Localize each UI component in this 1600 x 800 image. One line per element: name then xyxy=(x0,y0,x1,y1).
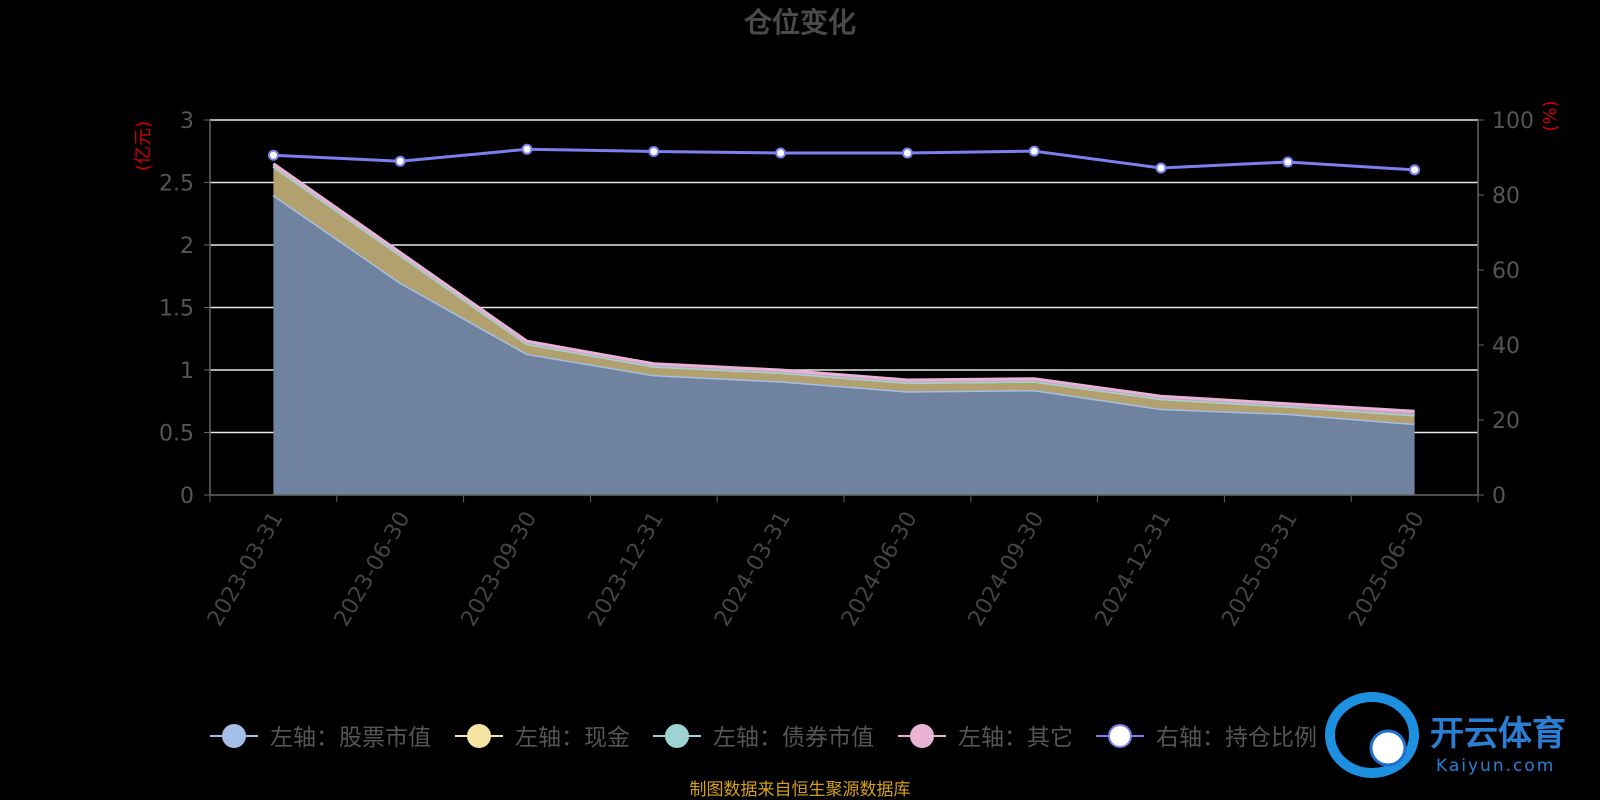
legend-marker xyxy=(222,724,246,748)
brand-name: 开云体育 xyxy=(1430,714,1566,754)
left-axis-tick-label: 1 xyxy=(180,359,194,384)
x-axis-tick-label: 2024-03-31 xyxy=(710,508,796,631)
data-source-note: 制图数据来自恒生聚源数据库 xyxy=(690,780,911,800)
holding-ratio-point xyxy=(267,149,279,161)
x-axis-tick-label: 2023-06-30 xyxy=(330,508,416,631)
legend-marker xyxy=(665,724,689,748)
x-axis-tick-label: 2023-12-31 xyxy=(583,508,669,631)
legend-marker xyxy=(910,724,934,748)
holding-ratio-point xyxy=(901,147,913,159)
holding-ratio-point xyxy=(1155,162,1167,174)
brand-watermark: 开云体育 Kaiyun.com xyxy=(1325,692,1566,778)
area-edge-line xyxy=(272,162,1415,413)
chart-title: 仓位变化 xyxy=(744,6,856,39)
left-axis-tick-label: 2 xyxy=(180,234,194,259)
legend-marker xyxy=(1108,724,1132,748)
holding-ratio-point xyxy=(775,147,787,159)
x-axis-tick-label: 2023-09-30 xyxy=(457,508,543,631)
area-左轴：股票市值 xyxy=(273,195,1415,495)
legend-label: 右轴：持仓比例 xyxy=(1156,725,1317,751)
right-axis-tick-label: 20 xyxy=(1492,409,1520,434)
x-axis-tick-label: 2024-06-30 xyxy=(837,508,923,631)
brand-logo-icon xyxy=(1325,692,1419,778)
right-axis-tick-label: 60 xyxy=(1492,259,1520,284)
x-axis-tick-label: 2025-03-31 xyxy=(1217,508,1303,631)
holding-ratio-point xyxy=(648,146,660,157)
left-axis-tick-label: 3 xyxy=(180,109,194,134)
holding-ratio-line xyxy=(273,147,1415,172)
right-axis-tick-label: 100 xyxy=(1492,109,1534,134)
legend-label: 左轴：现金 xyxy=(515,725,630,751)
legend-label: 左轴：股票市值 xyxy=(270,725,431,751)
legend-label: 左轴：其它 xyxy=(958,725,1073,751)
x-axis-tick-label: 2024-09-30 xyxy=(964,508,1050,631)
holding-ratio-point xyxy=(394,155,406,167)
holding-ratio-point xyxy=(521,143,533,155)
right-axis-tick-label: 80 xyxy=(1492,184,1520,209)
legend-label: 左轴：债券市值 xyxy=(713,725,874,751)
right-axis-tick-label: 0 xyxy=(1492,484,1506,509)
left-axis-tick-label: 0.5 xyxy=(159,422,194,447)
holding-ratio-point xyxy=(1028,145,1040,157)
x-axis-tick-label: 2023-03-31 xyxy=(203,508,289,631)
holding-ratio-point xyxy=(1282,156,1294,168)
left-axis-tick-label: 2.5 xyxy=(159,172,194,197)
plot-area: 0 0.5 1 1.5 2 2.5 3 0 20 40 60 80 100 2023-03-31 2023-… xyxy=(159,109,1534,631)
x-axis-tick-label: 2024-12-31 xyxy=(1091,508,1177,631)
left-axis-unit: (亿元) xyxy=(133,121,154,171)
x-axis-tick-label: 2025-06-30 xyxy=(1344,508,1430,631)
soccer-ball-icon xyxy=(1369,729,1407,767)
holding-ratio-point xyxy=(1409,164,1421,176)
left-axis-tick-label: 1.5 xyxy=(159,297,194,322)
right-axis-unit: (%) xyxy=(1540,100,1561,131)
brand-domain: Kaiyun.com xyxy=(1436,756,1555,776)
left-axis-tick-label: 0 xyxy=(180,484,194,509)
legend-marker xyxy=(467,724,491,748)
legend: 左轴：股票市值 左轴：现金 左轴：债券市值 左轴：其它 右轴：持仓比例 xyxy=(210,724,1317,751)
right-axis-tick-label: 40 xyxy=(1492,334,1520,359)
